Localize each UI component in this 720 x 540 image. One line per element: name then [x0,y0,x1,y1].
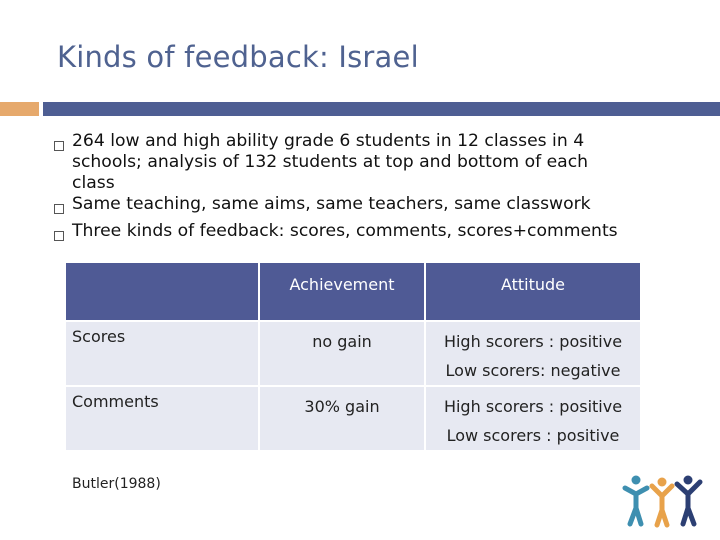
people-group-icon [622,475,703,528]
table-header-row: Achievement Attitude [66,263,640,320]
table-row: Comments 30% gain High scorers : positiv… [66,387,640,450]
slide-title: Kinds of feedback: Israel [57,40,419,74]
bullet-marker-icon [54,141,64,151]
attitude-cell: High scorers : positive Low scorers : po… [426,387,640,450]
bullet-line: class [72,173,115,193]
attitude-cell: High scorers : positive Low scorers: neg… [426,322,640,385]
table-header-cell: Attitude [426,263,640,320]
citation: Butler(1988) [72,476,161,492]
table-row: Scores no gain High scorers : positive L… [66,322,640,385]
bullet-marker-icon [54,204,64,214]
bullet-marker-icon [54,231,64,241]
title-rule-orange [0,102,39,116]
bullet-line: Three kinds of feedback: scores, comment… [72,221,618,241]
bullet-line: Same teaching, same aims, same teachers,… [72,194,591,214]
bullet-text: Same teaching, same aims, same teachers,… [72,194,591,215]
achievement-cell: 30% gain [260,387,424,450]
bullet-text: 264 low and high ability grade 6 student… [72,131,588,194]
row-label-cell: Scores [66,322,258,385]
bullet-line: schools; analysis of 132 students at top… [72,152,589,172]
bullet-line: 264 low and high ability grade 6 student… [72,131,585,151]
table-header-cell [66,263,258,320]
title-rule-blue [43,102,720,116]
achievement-cell: no gain [260,322,424,385]
row-label-cell: Comments [66,387,258,450]
table-header-cell: Achievement [260,263,424,320]
feedback-table: Achievement Attitude Scores no gain High… [64,261,642,452]
bullet-text: Three kinds of feedback: scores, comment… [72,221,618,242]
